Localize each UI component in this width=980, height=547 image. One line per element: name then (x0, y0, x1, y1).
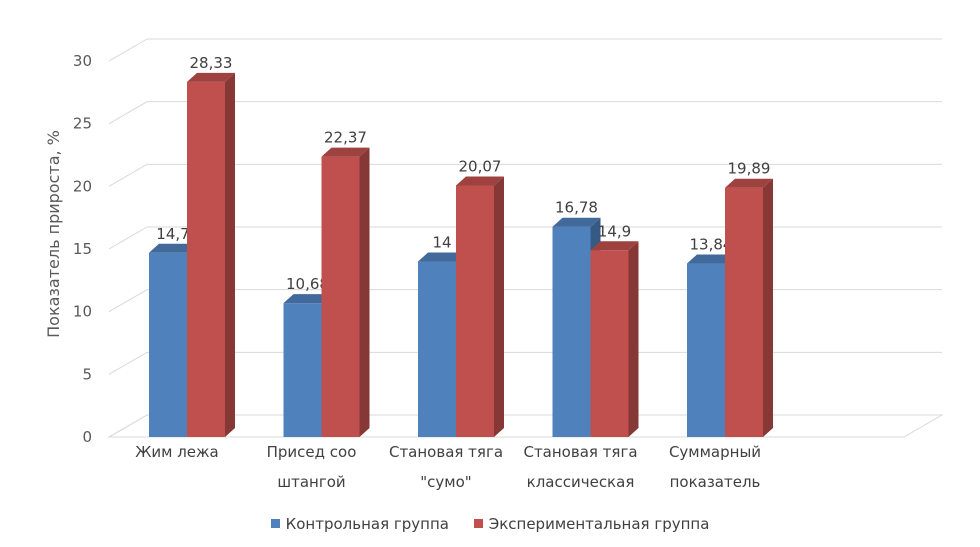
y-tick-label: 30 (73, 52, 92, 70)
y-tick-label: 15 (73, 240, 92, 258)
bar-front-experimental (590, 250, 629, 437)
legend-item-experimental: Экспериментальная группа (473, 514, 710, 533)
x-tick-label: показатель (670, 473, 761, 491)
bar-side-experimental (494, 176, 504, 437)
legend-swatch-control (270, 519, 280, 528)
gridline-side (108, 38, 148, 62)
bar-side-experimental (628, 241, 639, 437)
y-tick-label: 5 (82, 365, 92, 383)
x-tick-label: штангой (277, 473, 345, 491)
data-label: 16,78 (555, 199, 598, 217)
x-tick-label: Становая тяга (389, 443, 503, 461)
x-tick-label: Присед соо (267, 443, 357, 461)
legend-label-experimental: Экспериментальная группа (488, 514, 710, 533)
gridline-side (108, 351, 148, 375)
bar-front-experimental (725, 187, 763, 437)
legend: Контрольная группа Экспериментальная гру… (0, 514, 980, 533)
bar-top-experimental (725, 178, 773, 188)
bar-side-experimental (359, 147, 370, 437)
data-label: 10,68 (286, 275, 329, 293)
data-label: 14,9 (598, 222, 631, 240)
bar-top-control (687, 254, 735, 264)
y-tick-label: 0 (82, 428, 92, 446)
bar-side-experimental (763, 178, 773, 437)
bar-top-control (552, 217, 601, 227)
bar-side-experimental (225, 72, 235, 437)
y-tick-label: 25 (73, 115, 92, 133)
gridline-side (108, 226, 148, 250)
bar-front-experimental (456, 185, 494, 437)
bar-top-experimental (321, 147, 370, 157)
x-tick-label: Жим лежа (135, 443, 219, 461)
gridline-side (108, 289, 148, 313)
y-tick-label: 10 (73, 303, 92, 321)
gridline-side (108, 414, 148, 438)
x-tick-label: "сумо" (420, 473, 471, 491)
bar-front-experimental (187, 81, 225, 437)
legend-swatch-experimental (473, 519, 483, 528)
y-tick-label: 20 (73, 177, 92, 195)
bar-front-control (418, 261, 456, 437)
legend-item-control: Контрольная группа (270, 514, 449, 533)
gridline-side (108, 101, 148, 125)
bar-top-control (418, 252, 466, 262)
data-label: 20,07 (459, 157, 502, 175)
bar-front-control (283, 303, 322, 437)
data-label: 28,33 (190, 54, 233, 72)
bar-front-experimental (321, 156, 360, 437)
gridline-side (108, 163, 148, 187)
bar-front-control (552, 226, 591, 437)
data-label: 19,89 (728, 160, 771, 178)
x-tick-label: Суммарный (669, 443, 761, 461)
y-axis-title: Показатель прироста, % (44, 130, 63, 338)
bar-top-experimental (456, 176, 504, 186)
bar-top-control (283, 294, 332, 304)
data-label: 22,37 (324, 129, 367, 147)
x-tick-label: классическая (527, 473, 635, 491)
data-label: 14 (432, 234, 451, 252)
bar-front-control (149, 252, 187, 437)
x-tick-label: Становая тяга (523, 443, 637, 461)
bar-top-control (149, 243, 197, 253)
bar-top-experimental (590, 241, 639, 251)
data-label: 14,7 (156, 225, 189, 243)
data-label: 13,84 (690, 236, 733, 254)
legend-label-control: Контрольная группа (285, 514, 449, 533)
bar-top-experimental (187, 72, 235, 82)
bar-front-control (687, 263, 725, 437)
